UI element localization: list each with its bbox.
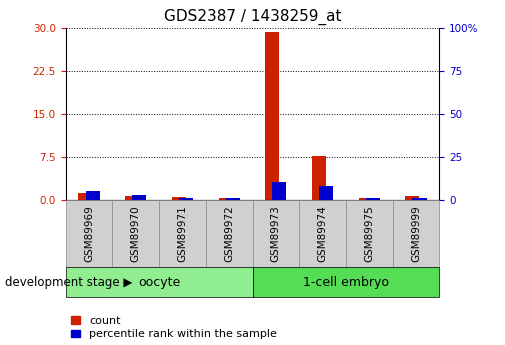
Text: 1-cell embryo: 1-cell embryo bbox=[303, 276, 389, 288]
Bar bbox=[312, 156, 326, 200]
Bar bbox=[319, 186, 333, 200]
Bar bbox=[265, 32, 279, 200]
Title: GDS2387 / 1438259_at: GDS2387 / 1438259_at bbox=[164, 9, 341, 25]
Bar bbox=[413, 197, 427, 200]
Text: GSM89969: GSM89969 bbox=[84, 205, 94, 262]
Text: development stage ▶: development stage ▶ bbox=[5, 276, 132, 288]
Bar bbox=[179, 197, 193, 200]
Legend: count, percentile rank within the sample: count, percentile rank within the sample bbox=[71, 316, 277, 339]
Bar bbox=[359, 198, 373, 200]
Bar bbox=[272, 182, 286, 200]
Text: GSM89972: GSM89972 bbox=[224, 205, 234, 262]
Text: GSM89999: GSM89999 bbox=[411, 205, 421, 262]
Bar bbox=[219, 198, 233, 200]
Bar bbox=[366, 197, 380, 200]
Text: oocyte: oocyte bbox=[138, 276, 180, 288]
Bar bbox=[172, 197, 186, 200]
Bar bbox=[406, 196, 420, 200]
Text: GSM89973: GSM89973 bbox=[271, 205, 281, 262]
Text: GSM89974: GSM89974 bbox=[318, 205, 328, 262]
Text: GSM89971: GSM89971 bbox=[177, 205, 187, 262]
Bar bbox=[226, 197, 240, 200]
Bar bbox=[125, 196, 139, 200]
Bar bbox=[85, 190, 99, 200]
Text: GSM89970: GSM89970 bbox=[131, 205, 141, 262]
Bar bbox=[132, 195, 146, 200]
Text: GSM89975: GSM89975 bbox=[364, 205, 374, 262]
Bar bbox=[78, 193, 92, 200]
